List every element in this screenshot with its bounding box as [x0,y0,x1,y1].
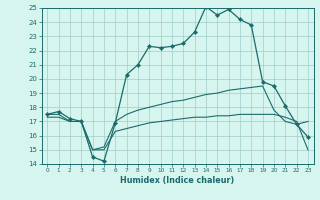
X-axis label: Humidex (Indice chaleur): Humidex (Indice chaleur) [120,176,235,185]
